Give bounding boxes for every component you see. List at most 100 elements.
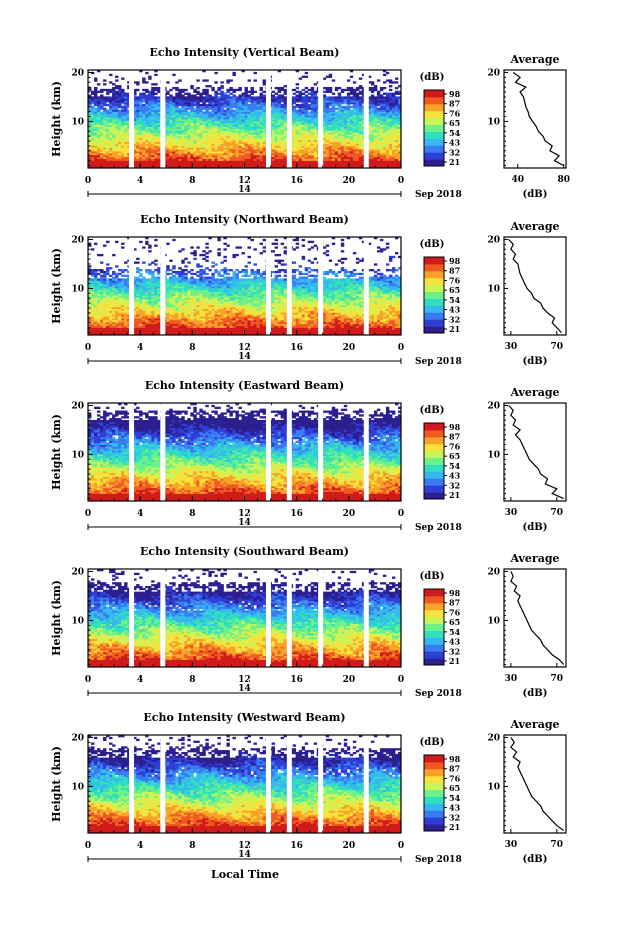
heatmap-cell [124, 128, 128, 131]
heatmap-cell [184, 115, 188, 118]
heatmap-cell [166, 162, 170, 165]
heatmap-cell [388, 124, 393, 127]
heatmap-cell [124, 137, 128, 141]
heatmap-cell [274, 92, 279, 95]
heatmap-cell [292, 154, 297, 158]
heatmap-cell [280, 160, 285, 163]
heatmap-cell [277, 111, 282, 114]
heatmap-cell [175, 158, 179, 161]
heatmap-cell [118, 164, 122, 167]
heatmap-cell [232, 162, 236, 165]
heatmap-cell [334, 124, 339, 127]
heatmap-cell [274, 141, 279, 144]
heatmap-cell [133, 160, 137, 163]
heatmap-cell [241, 162, 245, 165]
heatmap-cell [379, 120, 384, 124]
heatmap-cell [196, 149, 200, 152]
heatmap-cell [313, 113, 318, 116]
heatmap-cell [211, 160, 215, 163]
heatmap-cell [304, 143, 309, 146]
heatmap-cell [247, 152, 251, 156]
heatmap-cell [346, 113, 351, 116]
heatmap-cell [394, 81, 399, 84]
heatmap-cell [394, 139, 399, 143]
heatmap-cell [220, 90, 224, 94]
heatmap-cell [235, 166, 239, 169]
heatmap-cell [172, 152, 176, 156]
heatmap-cell [124, 120, 128, 124]
heatmap-cell [388, 151, 393, 154]
heatmap-cell [313, 132, 318, 135]
heatmap-cell [226, 137, 230, 141]
heatmap-cell [298, 124, 303, 127]
heatmap-cell [358, 151, 363, 154]
heatmap-cell [376, 115, 381, 118]
heatmap-cell [340, 105, 345, 109]
heatmap-cell [280, 137, 285, 141]
heatmap-cell [187, 152, 191, 156]
heatmap-cell [376, 143, 381, 146]
heatmap-cell [220, 128, 224, 131]
heatmap-cell [172, 156, 176, 159]
heatmap-cell [142, 145, 146, 148]
heatmap-cell [250, 145, 254, 148]
heatmap-cell [346, 128, 351, 131]
heatmap-cell [127, 113, 131, 116]
heatmap-cell [373, 145, 378, 148]
heatmap-cell [232, 94, 236, 97]
heatmap-cell [154, 130, 158, 133]
heatmap-cell [217, 128, 221, 131]
heatmap-cell [214, 119, 218, 122]
heatmap-cell [205, 160, 209, 163]
beam-panel-2: Echo Intensity (Northward Beam)0 4 8 12 16 20… [50, 213, 567, 367]
heatmap-cell [154, 83, 158, 86]
heatmap-cell [388, 135, 393, 139]
heatmap-cell [349, 135, 354, 139]
heatmap-cell [322, 117, 327, 120]
heatmap-cell [394, 135, 399, 139]
heatmap-cell [148, 117, 152, 120]
heatmap-cell [217, 145, 221, 148]
heatmap-cell [103, 162, 107, 165]
heatmap-cell [109, 156, 113, 159]
heatmap-cell [193, 158, 197, 161]
heatmap-cell [193, 164, 197, 167]
heatmap-cell [181, 117, 185, 120]
heatmap-cell [274, 162, 279, 165]
heatmap-cell [256, 115, 260, 118]
heatmap-cell [199, 137, 203, 141]
heatmap-cell [199, 113, 203, 116]
heatmap-cell [166, 124, 170, 127]
heatmap-cell [115, 154, 119, 158]
heatmap-cell [226, 124, 230, 127]
heatmap-cell [382, 113, 387, 116]
heatmap-cell [361, 145, 366, 148]
heatmap-cell [166, 120, 170, 124]
heatmap-cell [334, 86, 339, 90]
heatmap-cell [307, 134, 312, 137]
heatmap-cell [238, 162, 242, 165]
heatmap-cell [235, 141, 239, 144]
heatmap-cell [340, 156, 345, 159]
heatmap-cell [310, 152, 315, 156]
heatmap-cell [172, 111, 176, 114]
heatmap-cell [292, 141, 297, 144]
heatmap-cell [139, 92, 143, 95]
heatmap-cell [145, 162, 149, 165]
heatmap-cell [292, 147, 297, 150]
heatmap-cell [283, 151, 288, 154]
heatmap-cell [151, 128, 155, 131]
heatmap-cell [298, 154, 303, 158]
heatmap-cell [376, 126, 381, 129]
heatmap-cell [337, 117, 342, 120]
heatmap-cell [151, 130, 155, 133]
heatmap-cell [151, 126, 155, 129]
heatmap-cell [118, 156, 122, 159]
heatmap-cell [295, 126, 300, 129]
heatmap-cell [352, 124, 357, 127]
heatmap-cell [208, 143, 212, 146]
heatmap-cell [367, 143, 372, 146]
heatmap-cell [361, 120, 366, 124]
heatmap-cell [325, 152, 330, 156]
heatmap-cell [262, 158, 266, 161]
